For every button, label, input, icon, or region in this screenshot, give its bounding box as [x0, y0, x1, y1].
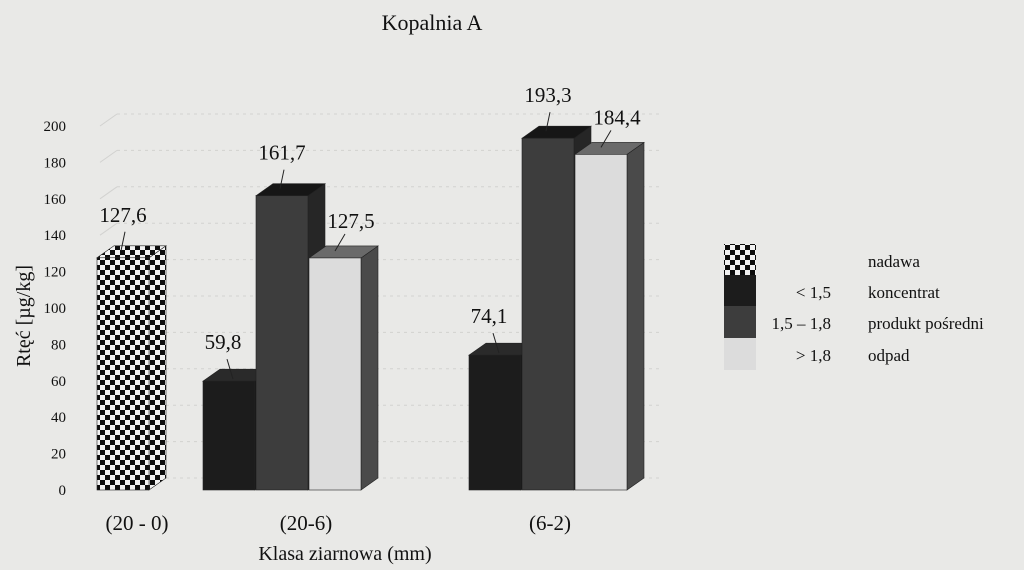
bar	[308, 257, 362, 491]
bars	[96, 125, 645, 491]
gridline-diagonal	[99, 186, 118, 200]
x-axis-label: Klasa ziarnowa (mm)	[258, 543, 431, 565]
bar	[202, 380, 256, 491]
x-tick-label: (20 - 0)	[106, 511, 169, 535]
x-axis-ticks: (20 - 0) (20-6) (6-2)	[106, 511, 571, 535]
data-label-leader	[545, 112, 551, 132]
y-tick-label: 160	[44, 192, 67, 208]
gridline-diagonal	[99, 113, 118, 127]
legend-item: > 1,8 odpad	[724, 338, 910, 370]
y-tick-label: 100	[44, 301, 67, 317]
legend-swatch	[724, 244, 756, 276]
bar-side	[360, 245, 379, 491]
data-label-leader	[600, 130, 612, 148]
legend-item: < 1,5 koncentrat	[724, 275, 940, 307]
legend-item: nadawa	[724, 244, 920, 276]
bar-odpad-2	[574, 141, 645, 491]
gridline-diagonal	[99, 222, 118, 236]
y-tick-label: 200	[44, 119, 67, 135]
legend-range: > 1,8	[796, 346, 831, 365]
data-label-leader	[334, 233, 346, 252]
gridline-diagonal	[99, 149, 118, 163]
legend-swatch	[724, 338, 756, 370]
legend-label: koncentrat	[868, 283, 940, 302]
legend-label: nadawa	[868, 252, 920, 271]
bar	[96, 257, 150, 491]
y-tick-label: 140	[44, 228, 67, 244]
bar-odpad-1	[308, 245, 379, 491]
bar-side	[148, 245, 167, 491]
legend-range: 1,5 – 1,8	[772, 314, 832, 333]
y-tick-label: 120	[44, 265, 67, 281]
y-tick-label: 180	[44, 155, 67, 171]
legend-range: < 1,5	[796, 283, 831, 302]
data-label-leader	[492, 332, 500, 354]
data-label: 184,4	[593, 105, 641, 129]
bar	[521, 137, 575, 491]
legend-label: produkt pośredni	[868, 314, 984, 333]
bar	[574, 154, 628, 491]
y-tick-label: 20	[51, 447, 66, 463]
data-label: 161,7	[258, 141, 305, 165]
y-axis-label: Rtęć [µg/kg]	[13, 265, 35, 367]
data-label: 59,8	[205, 330, 242, 354]
data-label: 193,3	[524, 83, 571, 107]
legend: nadawa < 1,5 koncentrat 1,5 – 1,8 produkt po…	[724, 244, 984, 370]
y-tick-label: 80	[51, 337, 66, 353]
data-label-leader	[279, 169, 285, 189]
y-axis-ticks: 0 20 40 60 80 100 120 140 160 180 200	[44, 119, 67, 499]
data-label: 74,1	[471, 304, 508, 328]
y-tick-label: 60	[51, 374, 66, 390]
legend-swatch	[724, 306, 756, 338]
data-label: 127,5	[327, 209, 374, 233]
data-label-leader	[226, 359, 234, 380]
data-label: 127,6	[99, 203, 146, 227]
legend-item: 1,5 – 1,8 produkt pośredni	[724, 306, 984, 338]
legend-swatch	[724, 275, 756, 307]
data-labels: 127,6 59,8 161,7 127,5 74,1 193,3 184,4	[99, 83, 641, 380]
bar	[468, 354, 522, 491]
x-tick-label: (20-6)	[280, 511, 332, 535]
bar-side	[626, 141, 645, 491]
chart-title: Kopalnia A	[382, 10, 483, 35]
bar	[255, 195, 309, 491]
x-tick-label: (6-2)	[529, 511, 571, 535]
y-tick-label: 0	[59, 483, 67, 499]
y-tick-label: 40	[51, 410, 66, 426]
bar-nadawa-0	[96, 245, 167, 491]
data-label-leader	[120, 231, 126, 251]
legend-label: odpad	[868, 346, 910, 365]
